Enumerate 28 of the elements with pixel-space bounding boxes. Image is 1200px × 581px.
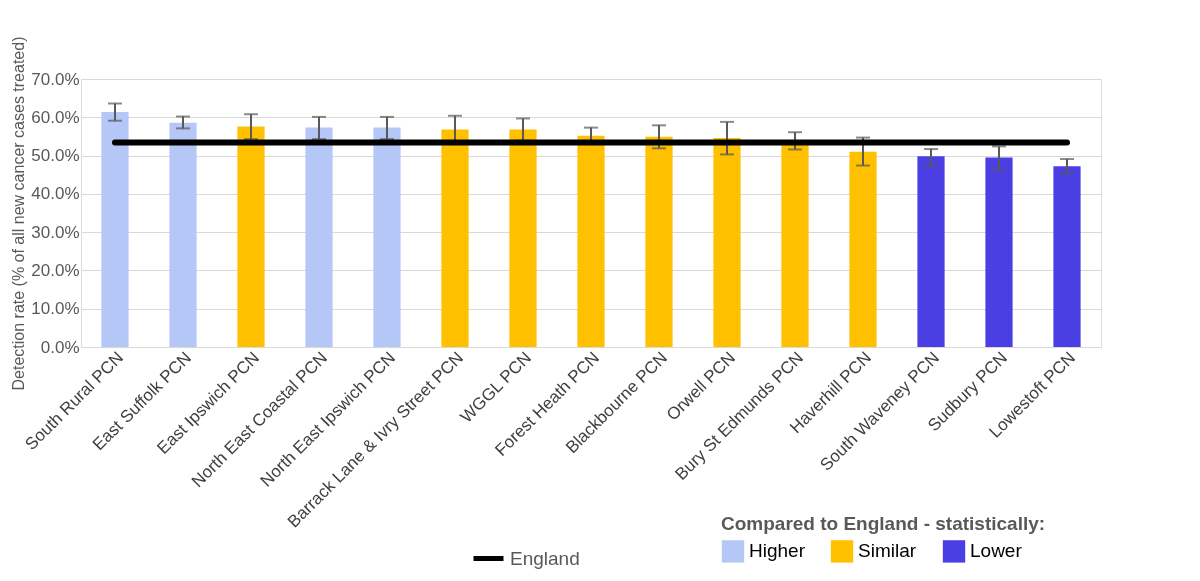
bar: [645, 136, 673, 347]
bar: [917, 156, 945, 347]
y-tick-label: 70.0%: [31, 69, 80, 89]
y-tick-label: 0.0%: [40, 337, 80, 357]
legend-label: Lower: [970, 540, 1023, 562]
y-tick-label: 20.0%: [31, 260, 80, 280]
legend-title: Compared to England - statistically:: [721, 513, 1046, 534]
bar: [305, 127, 333, 347]
bar: [849, 151, 877, 347]
y-tick-label: 10.0%: [31, 299, 80, 319]
bar: [1053, 166, 1081, 347]
y-tick-label: 50.0%: [31, 146, 80, 166]
bar: [509, 129, 537, 347]
bar: [985, 157, 1013, 347]
legend-label: Similar: [858, 540, 917, 562]
y-tick-label: 60.0%: [31, 107, 80, 127]
legend-label: Higher: [749, 540, 806, 562]
bar: [713, 137, 741, 347]
bar: [237, 126, 265, 347]
bar: [441, 129, 469, 347]
y-tick-label: 40.0%: [31, 184, 80, 204]
bar: [373, 127, 401, 347]
y-tick-label: 30.0%: [31, 222, 80, 242]
bar: [577, 135, 605, 347]
y-axis-title: Detection rate (% of all new cancer cases treated): [10, 36, 28, 391]
bar: [101, 111, 129, 347]
bar: [169, 122, 197, 347]
legend-label: England: [510, 547, 580, 569]
